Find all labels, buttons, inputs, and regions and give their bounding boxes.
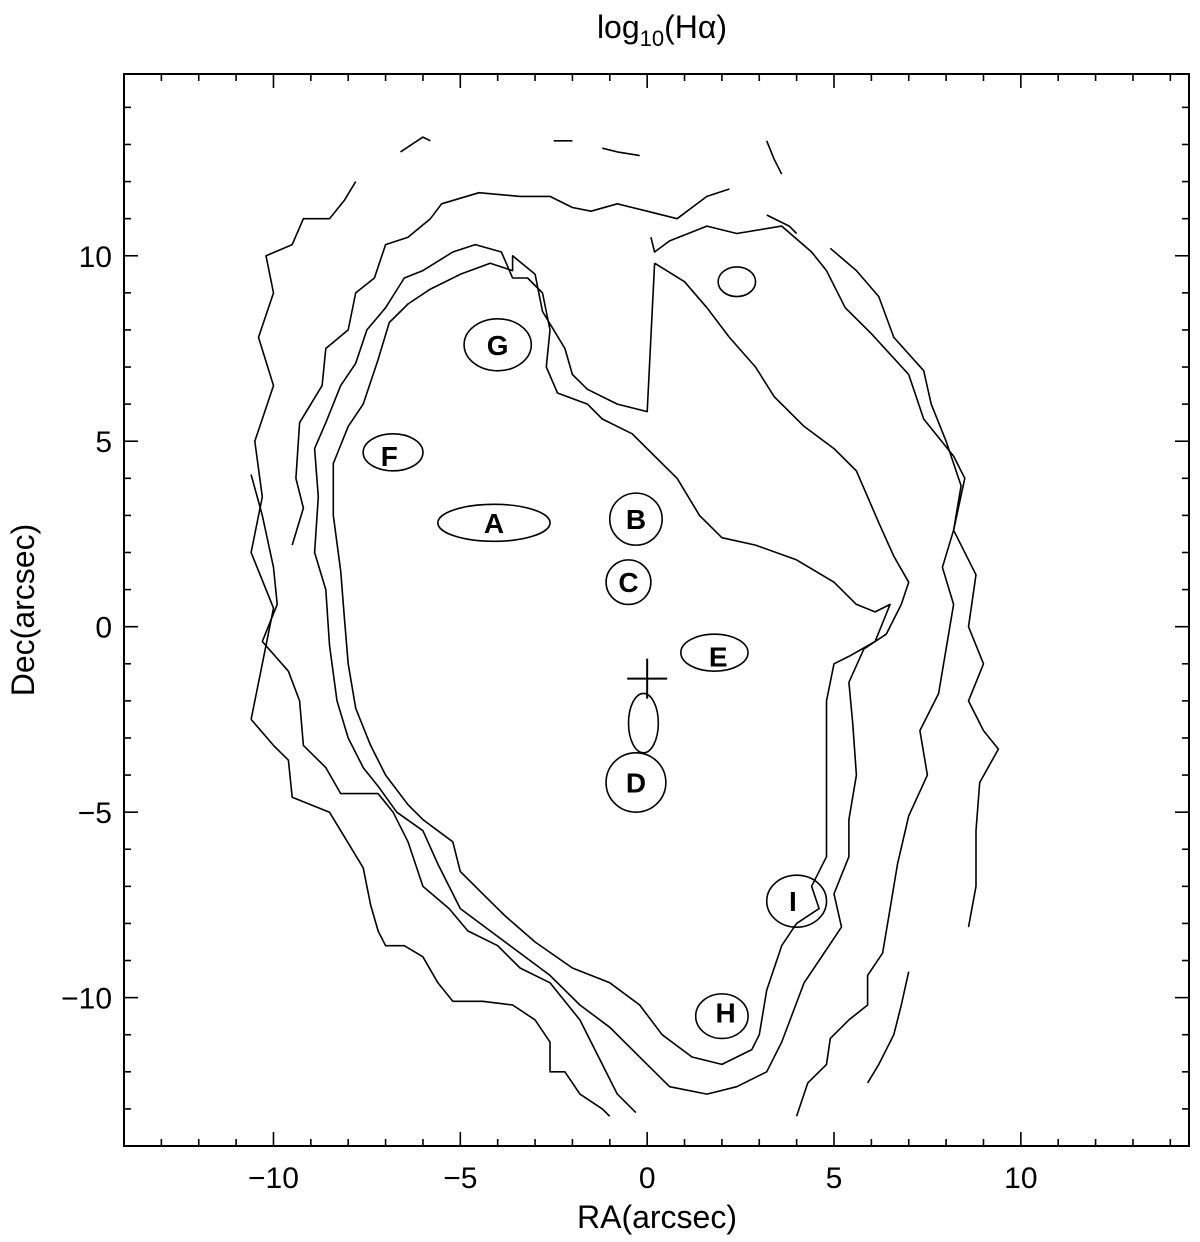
region-label-d: D: [626, 767, 646, 798]
knot-contour: [694, 993, 749, 1040]
contour-line: [250, 181, 357, 720]
tick-labels: −10 −5 0 5 10 −10 −5 0 5 10: [61, 241, 1037, 1195]
region-label-f: F: [381, 441, 398, 472]
region-label-g: G: [487, 330, 509, 361]
knot-contour: [627, 692, 660, 754]
region-label-i: I: [789, 886, 797, 917]
contour-line: [765, 140, 783, 175]
knot-contour: [437, 503, 551, 543]
knot-contour: [463, 317, 533, 372]
knot-contour: [765, 874, 828, 928]
contour-lines: [250, 136, 1000, 1117]
x-tick-label: 5: [826, 1162, 843, 1195]
contour-line: [250, 718, 611, 1117]
y-tick-label: −10: [61, 983, 112, 1016]
x-axis-label: RA(arcsec): [577, 1199, 737, 1235]
x-tick-label: −10: [248, 1162, 299, 1195]
markers: [627, 658, 668, 699]
contour-line: [291, 188, 730, 546]
knot-contour: [608, 492, 663, 546]
contour-line: [313, 243, 910, 1095]
x-tick-label: −5: [443, 1162, 477, 1195]
y-axis-label: Dec(arcsec): [5, 524, 41, 696]
x-tick-label: 0: [639, 1162, 656, 1195]
y-tick-label: 10: [79, 241, 112, 274]
contour-line: [650, 225, 966, 1117]
chart-title: log10(Hα): [597, 9, 727, 51]
knot-contour: [717, 266, 757, 298]
knot-contour: [605, 559, 652, 606]
contour-line: [250, 474, 637, 1114]
knot-contour: [362, 433, 424, 472]
y-tick-label: 5: [95, 426, 112, 459]
contour-line: [766, 214, 798, 235]
region-label-h: H: [716, 997, 736, 1028]
contour-line: [866, 971, 910, 1084]
contour-line: [829, 247, 1000, 928]
region-label-a: A: [484, 508, 504, 539]
x-tick-label: 10: [1004, 1162, 1037, 1195]
region-label-b: B: [626, 504, 646, 535]
title-main: log: [597, 9, 640, 45]
title-sub: 10: [640, 26, 664, 51]
axis-ticks: [123, 74, 1189, 1147]
region-label-e: E: [709, 641, 728, 672]
knot-contour: [605, 751, 667, 813]
title-tail: (Hα): [664, 9, 727, 45]
knot-contour: [680, 633, 749, 672]
region-labels: A B C D E F G H I: [381, 330, 797, 1029]
region-label-c: C: [618, 567, 638, 598]
y-tick-label: −5: [78, 797, 112, 830]
contour-line: [400, 136, 431, 153]
y-tick-label: 0: [95, 612, 112, 645]
plot-frame: [123, 73, 1190, 1147]
contour-line: [602, 147, 640, 157]
